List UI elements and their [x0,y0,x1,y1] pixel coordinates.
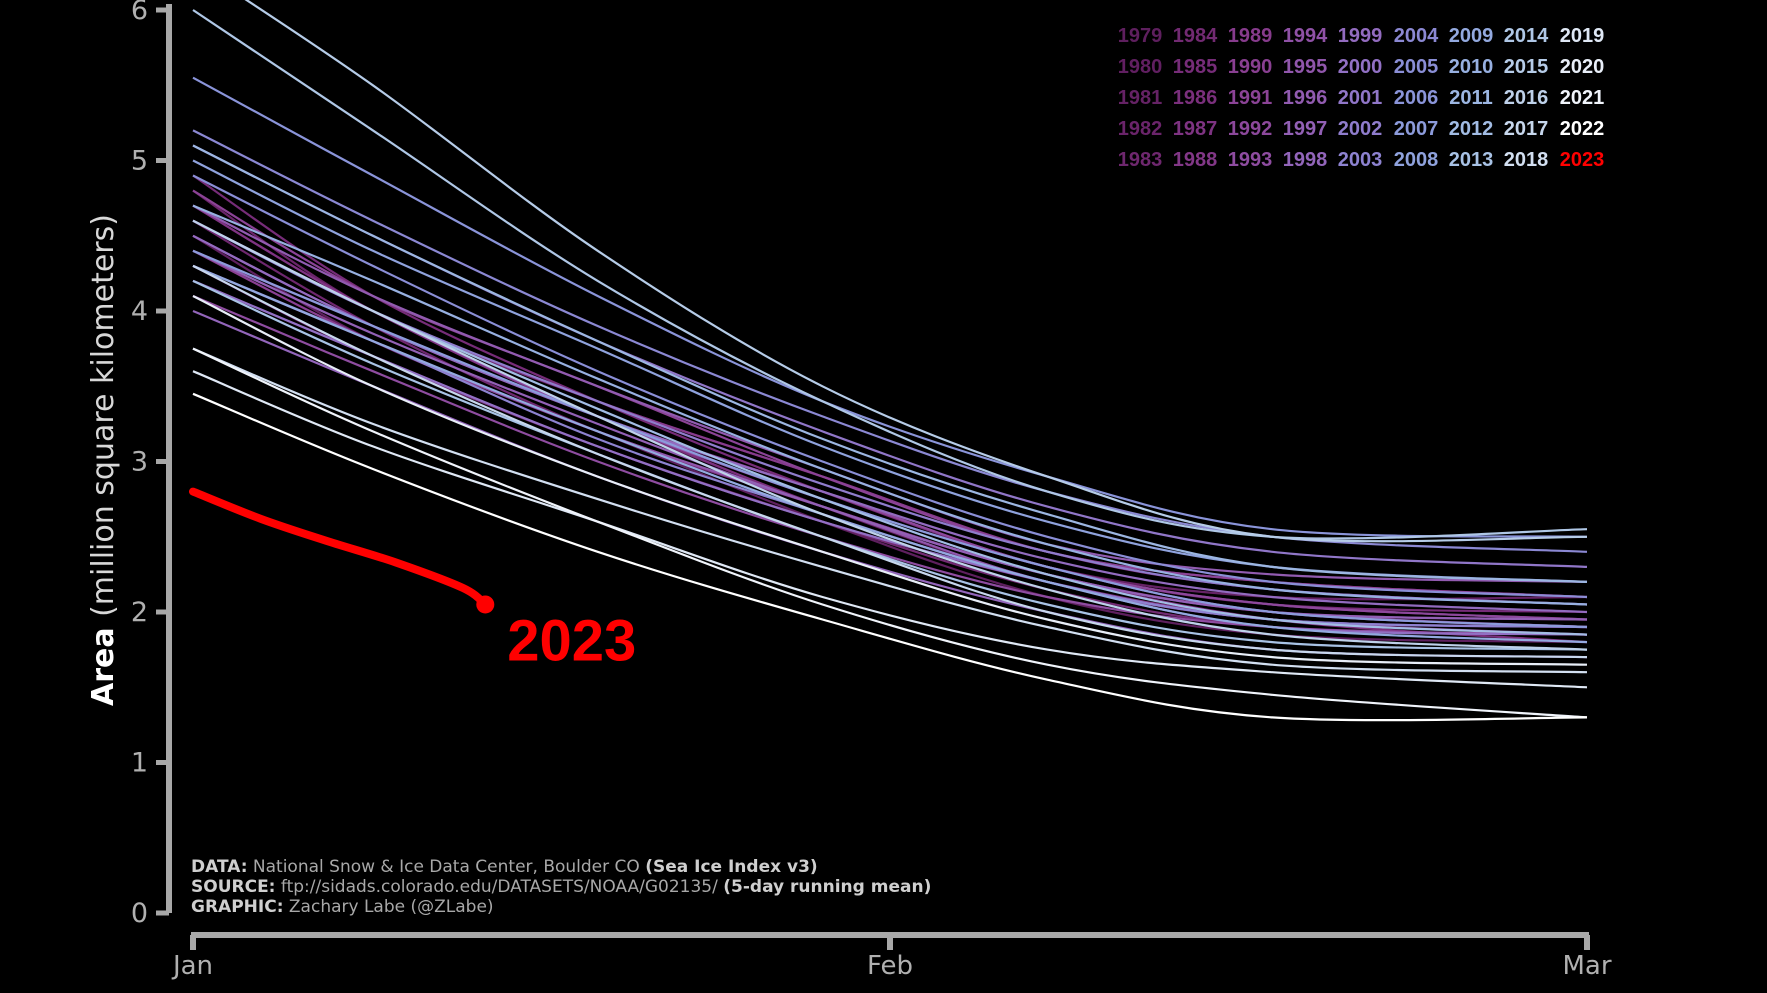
legend-year-1984: 1984 [1173,25,1218,47]
series-line-2023 [189,487,490,609]
highlight-label: 2023 [507,608,636,673]
legend-year-2020: 2020 [1560,56,1605,78]
legend-year-2012: 2012 [1449,118,1494,140]
legend-year-2005: 2005 [1394,56,1439,78]
legend-year-2001: 2001 [1338,87,1383,109]
series-line-2018 [192,347,1588,674]
legend-year-1983: 1983 [1118,149,1163,171]
legend-year-2007: 2007 [1394,118,1439,140]
legend-year-2023: 2023 [1560,149,1605,171]
legend-year-1989: 1989 [1228,25,1273,47]
credit-extra: (5-day running mean) [723,877,931,897]
series-line-2005 [192,174,1588,599]
credit-label: GRAPHIC: [191,897,284,917]
legend-year-2006: 2006 [1394,87,1439,109]
series-lines [192,0,1588,722]
y-axis-label: Area (million square kilometers) [86,214,121,706]
legend-year-2018: 2018 [1504,149,1549,171]
legend-year-2016: 2016 [1504,87,1549,109]
legend-year-2014: 2014 [1504,25,1549,47]
legend-year-1999: 1999 [1338,25,1383,47]
legend-year-1995: 1995 [1283,56,1328,78]
credit-extra: (Sea Ice Index v3) [645,857,817,877]
series-line-2017 [192,264,1588,659]
legend-year-2011: 2011 [1449,87,1492,109]
legend: 1979 1984 1989 1994 1999 2004 2009 2014 2019 1980… [1118,25,1605,171]
legend-year-1986: 1986 [1173,87,1218,109]
legend-year-1987: 1987 [1173,118,1218,140]
legend-year-1998: 1998 [1283,149,1328,171]
legend-year-1993: 1993 [1228,149,1273,171]
series-line-2021 [192,347,1588,719]
legend-year-1991: 1991 [1228,87,1273,109]
legend-year-1994: 1994 [1283,25,1328,47]
series-line-2022 [192,392,1588,722]
series-line-2010 [192,204,1588,606]
series-line-2019 [192,370,1588,689]
legend-year-2003: 2003 [1338,149,1383,171]
series-line-2015 [244,0,1588,543]
legend-year-1996: 1996 [1283,87,1328,109]
legend-year-1988: 1988 [1173,149,1218,171]
axes: 0 1 2 3 4 5 6 Jan Feb Mar Area (million square kil… [86,0,1612,981]
credit-line-2: SOURCE: ftp://sidads.colorado.edu/DATASE… [191,877,931,897]
legend-year-1981: 1981 [1118,87,1163,109]
legend-year-2008: 2008 [1394,149,1439,171]
series-line-2016 [192,219,1588,651]
legend-year-1979: 1979 [1118,25,1163,47]
credit-text: National Snow & Ice Data Center, Boulder… [248,857,646,877]
y-tick-label-4: 4 [131,296,148,327]
legend-year-2009: 2009 [1449,25,1494,47]
x-tick-label-mar: Mar [1562,951,1611,981]
highlight-series: 2023 [189,487,636,673]
credit-label: DATA: [191,857,248,877]
legend-year-2021: 2021 [1560,87,1605,109]
credit-line-1: DATA: National Snow & Ice Data Center, B… [191,857,818,877]
legend-year-1992: 1992 [1228,118,1273,140]
legend-year-1997: 1997 [1283,118,1328,140]
legend-year-2022: 2022 [1560,118,1605,140]
y-tick-label-1: 1 [131,748,148,779]
legend-year-2019: 2019 [1560,25,1605,47]
y-tick-label-0: 0 [131,898,148,929]
y-tick-label-2: 2 [131,597,148,628]
credit-line-3: GRAPHIC: Zachary Labe (@ZLabe) [191,897,494,917]
legend-year-2004: 2004 [1394,25,1439,47]
y-axis-label-bold: Area [86,617,121,706]
legend-year-1990: 1990 [1228,56,1273,78]
highlight-endpoint [476,595,495,614]
y-axis-label-rest: (million square kilometers) [86,214,121,617]
x-tick-label-jan: Jan [171,951,213,981]
legend-year-1982: 1982 [1118,118,1163,140]
credit-text: ftp://sidads.colorado.edu/DATASETS/NOAA/… [275,877,723,897]
legend-year-2017: 2017 [1504,118,1549,140]
credit-text: Zachary Labe (@ZLabe) [284,897,494,917]
series-line-2011 [192,144,1588,583]
y-tick-label-5: 5 [131,146,148,177]
series-line-2020 [192,295,1588,666]
x-tick-label-feb: Feb [867,951,913,981]
legend-year-2000: 2000 [1338,56,1383,78]
credits: DATA: National Snow & Ice Data Center, B… [191,857,931,917]
legend-year-1985: 1985 [1173,56,1218,78]
legend-year-1980: 1980 [1118,56,1163,78]
y-tick-label-3: 3 [131,447,148,478]
legend-year-2015: 2015 [1504,56,1549,78]
y-tick-label-6: 6 [131,0,148,26]
legend-year-2013: 2013 [1449,149,1494,171]
legend-year-2002: 2002 [1338,118,1383,140]
credit-label: SOURCE: [191,877,275,897]
legend-year-2010: 2010 [1449,56,1494,78]
